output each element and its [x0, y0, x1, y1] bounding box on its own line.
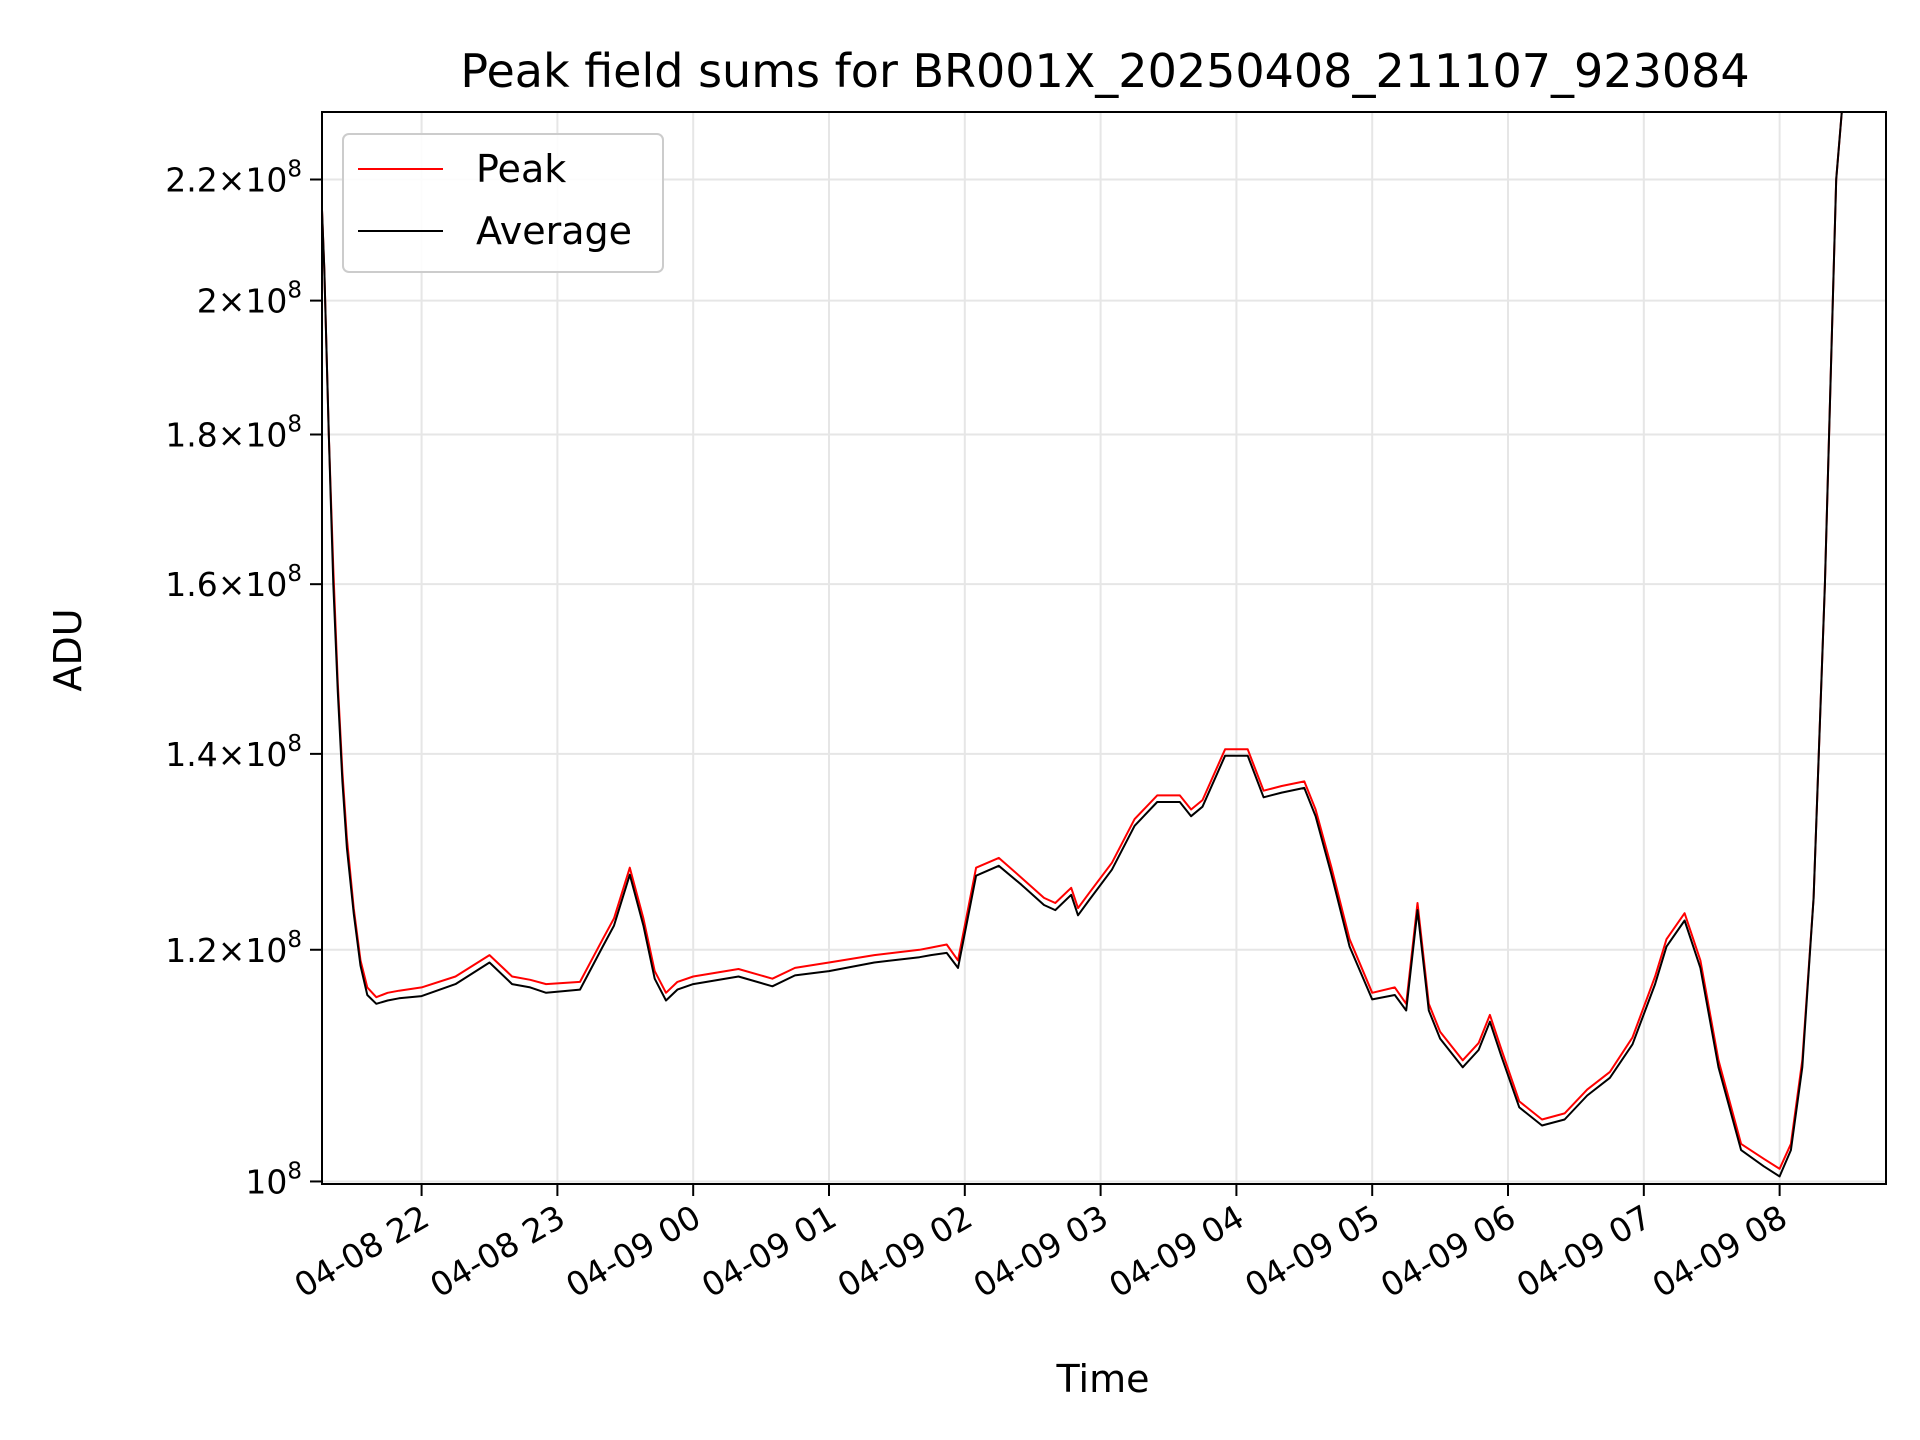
- y-tick-label: 2×108: [197, 278, 302, 321]
- y-tick-label: 1.8×108: [165, 412, 302, 455]
- plot-frame: [321, 111, 1887, 1185]
- series-layer: [322, 112, 1843, 1178]
- y-tick-label: 108: [245, 1158, 302, 1201]
- series-line-average: [322, 112, 1843, 1178]
- y-tick-label: 1.4×108: [165, 731, 302, 774]
- y-tick-label: 1.6×108: [165, 561, 302, 604]
- legend-label-average: Average: [476, 209, 632, 253]
- series-line-peak: [322, 112, 1843, 1170]
- y-tick-label: 2.2×108: [165, 156, 302, 199]
- chart-title: Peak field sums for BR001X_20250408_2111…: [460, 44, 1749, 98]
- x-axis-label: Time: [1056, 1357, 1150, 1401]
- y-axis: 108 1.2×108 1.4×108 1.6×108 1.8×108 2×108 2.2×…: [165, 156, 322, 1201]
- legend-label-peak: Peak: [476, 147, 566, 191]
- gridlines: [322, 112, 1886, 1184]
- y-axis-label: ADU: [46, 608, 90, 691]
- y-tick-label: 1.2×108: [165, 927, 302, 970]
- legend: Peak Average: [342, 133, 664, 273]
